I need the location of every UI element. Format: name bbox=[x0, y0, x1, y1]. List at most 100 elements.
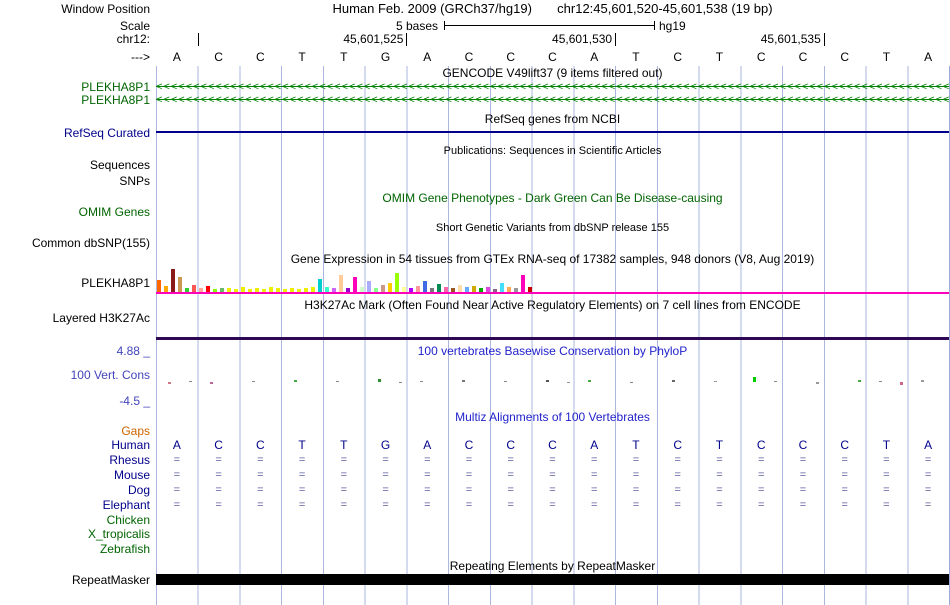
repeatmasker-element-bar[interactable] bbox=[156, 574, 949, 585]
alignment-mark: = bbox=[298, 454, 306, 466]
phylop-mark bbox=[189, 381, 192, 382]
gtex-bar bbox=[332, 288, 336, 292]
track-label-phylop[interactable]: 100 Vert. Cons bbox=[70, 368, 150, 382]
multiz-row-label-xtropicalis[interactable]: X_tropicalis bbox=[87, 527, 150, 541]
alignment-mark: = bbox=[632, 469, 640, 481]
refseq-gene-line[interactable] bbox=[156, 131, 949, 133]
multiz-row-label-dog[interactable]: Dog bbox=[127, 483, 150, 497]
multiz-row-label-zebrafish[interactable]: Zebrafish bbox=[99, 542, 150, 556]
h3k27ac-signal-line bbox=[156, 337, 949, 340]
gtex-bar bbox=[269, 287, 273, 292]
base-letter: T bbox=[632, 438, 640, 452]
alignment-mark: = bbox=[716, 499, 723, 511]
multiz-row-label-rhesus[interactable]: Rhesus bbox=[109, 453, 150, 467]
gtex-bar bbox=[451, 288, 455, 292]
track-header-refseq[interactable]: RefSeq genes from NCBI bbox=[484, 112, 621, 126]
phylop-mark bbox=[753, 377, 756, 382]
phylop-mark bbox=[336, 381, 339, 382]
alignment-mark: = bbox=[924, 454, 932, 466]
track-header-h3k27ac[interactable]: H3K27Ac Mark (Often Found Near Active Re… bbox=[304, 298, 801, 312]
track-header-gtex[interactable]: Gene Expression in 54 tissues from GTEx … bbox=[290, 252, 815, 266]
gtex-bar bbox=[395, 273, 399, 292]
base-letter: G bbox=[380, 438, 391, 452]
window-position-value: Human Feb. 2009 (GRCh37/hg19) chr12:45,6… bbox=[156, 2, 949, 16]
phylop-mark bbox=[879, 381, 882, 382]
base-letter: G bbox=[380, 50, 391, 64]
gene-model-plekha8p1-2[interactable]: <<<<<<<<<<<<<<<<<<<<<<<<<<<<<<<<<<<<<<<<… bbox=[156, 94, 949, 106]
track-label-snps[interactable]: SNPs bbox=[119, 174, 150, 188]
scale-genome-name: hg19 bbox=[659, 19, 686, 33]
alignment-mark: = bbox=[799, 484, 807, 496]
track-label-repeatmasker[interactable]: RepeatMasker bbox=[71, 573, 150, 587]
gtex-bar bbox=[472, 286, 476, 292]
strand-direction-label[interactable]: ---> bbox=[131, 50, 150, 64]
alignment-mark: = bbox=[215, 454, 222, 466]
track-label-refseq-curated[interactable]: RefSeq Curated bbox=[63, 126, 150, 140]
phylop-mark bbox=[672, 380, 675, 382]
gtex-bar bbox=[493, 289, 497, 292]
phylop-mark bbox=[774, 381, 777, 382]
phylop-conservation-track[interactable] bbox=[156, 374, 949, 391]
alignment-mark: = bbox=[257, 484, 264, 496]
alignment-mark: = bbox=[632, 499, 640, 511]
alignment-mark: = bbox=[549, 454, 556, 466]
multiz-row-label-mouse[interactable]: Mouse bbox=[113, 468, 150, 482]
phylop-mark bbox=[546, 380, 549, 382]
track-header-multiz[interactable]: Multiz Alignments of 100 Vertebrates bbox=[455, 410, 650, 424]
track-label-sequences[interactable]: Sequences bbox=[89, 158, 150, 172]
alignment-mark: = bbox=[883, 499, 890, 511]
alignment-mark: = bbox=[757, 499, 765, 511]
track-label-h3k27ac[interactable]: Layered H3K27Ac bbox=[52, 311, 150, 325]
gtex-bar bbox=[304, 288, 308, 292]
base-position-ruler[interactable]: 45,601,525 45,601,530 45,601,535 bbox=[156, 32, 949, 47]
gene-model-plekha8p1-1[interactable]: <<<<<<<<<<<<<<<<<<<<<<<<<<<<<<<<<<<<<<<<… bbox=[156, 81, 949, 93]
alignment-mark: = bbox=[716, 469, 723, 481]
gene-label-plekha8p1-2[interactable]: PLEKHA8P1 bbox=[81, 93, 150, 107]
track-label-omim-genes[interactable]: OMIM Genes bbox=[78, 205, 150, 219]
alignment-mark: = bbox=[924, 469, 932, 481]
base-letter: A bbox=[423, 438, 432, 452]
gtex-bar bbox=[381, 285, 385, 292]
gtex-bar bbox=[346, 288, 350, 292]
gtex-bar bbox=[325, 287, 329, 292]
track-header-repeatmasker[interactable]: Repeating Elements by RepeatMasker bbox=[449, 559, 656, 573]
alignment-mark: = bbox=[507, 499, 514, 511]
alignment-mark: = bbox=[924, 499, 932, 511]
base-letter: C bbox=[506, 438, 516, 452]
alignment-mark: = bbox=[924, 484, 932, 496]
alignment-mark: = bbox=[674, 499, 681, 511]
track-header-dbsnp[interactable]: Short Genetic Variants from dbSNP releas… bbox=[435, 222, 670, 234]
multiz-row-label-chicken[interactable]: Chicken bbox=[106, 513, 150, 527]
track-label-gtex-gene[interactable]: PLEKHA8P1 bbox=[81, 276, 150, 290]
ruler-tick-label: 45,601,535 bbox=[760, 32, 821, 46]
gtex-bar bbox=[192, 285, 196, 292]
gtex-expression-barchart[interactable] bbox=[156, 266, 949, 292]
gtex-bar bbox=[185, 288, 189, 292]
track-header-phylop[interactable]: 100 vertebrates Basewise Conservation by… bbox=[417, 344, 688, 358]
gene-label-plekha8p1-1[interactable]: PLEKHA8P1 bbox=[81, 80, 150, 94]
phylop-mark bbox=[210, 382, 213, 384]
alignment-mark: = bbox=[465, 454, 473, 466]
track-header-publications[interactable]: Publications: Sequences in Scientific Ar… bbox=[443, 145, 662, 157]
gtex-bar bbox=[276, 288, 280, 292]
gtex-bar bbox=[402, 287, 406, 292]
track-header-omim[interactable]: OMIM Gene Phenotypes - Dark Green Can Be… bbox=[382, 191, 723, 205]
phylop-mark bbox=[168, 382, 171, 384]
alignment-mark: = bbox=[340, 454, 348, 466]
alignment-mark: = bbox=[173, 499, 181, 511]
track-label-dbsnp[interactable]: Common dbSNP(155) bbox=[31, 236, 150, 250]
phylop-mark bbox=[420, 381, 423, 382]
multiz-row-label-gaps[interactable]: Gaps bbox=[121, 424, 150, 438]
phylop-mark bbox=[588, 380, 591, 382]
gtex-bar bbox=[199, 288, 203, 292]
gtex-bar bbox=[374, 288, 378, 292]
alignment-mark: = bbox=[883, 454, 890, 466]
multiz-row-label-human[interactable]: Human bbox=[111, 438, 150, 452]
gtex-bar bbox=[444, 287, 448, 292]
track-header-gencode[interactable]: GENCODE V49lift37 (9 items filtered out) bbox=[442, 66, 663, 80]
multiz-row-label-elephant[interactable]: Elephant bbox=[102, 498, 150, 512]
base-letter: T bbox=[632, 50, 640, 64]
alignment-mark: = bbox=[841, 454, 848, 466]
alignment-mark: = bbox=[298, 499, 306, 511]
gtex-bar bbox=[318, 279, 322, 292]
